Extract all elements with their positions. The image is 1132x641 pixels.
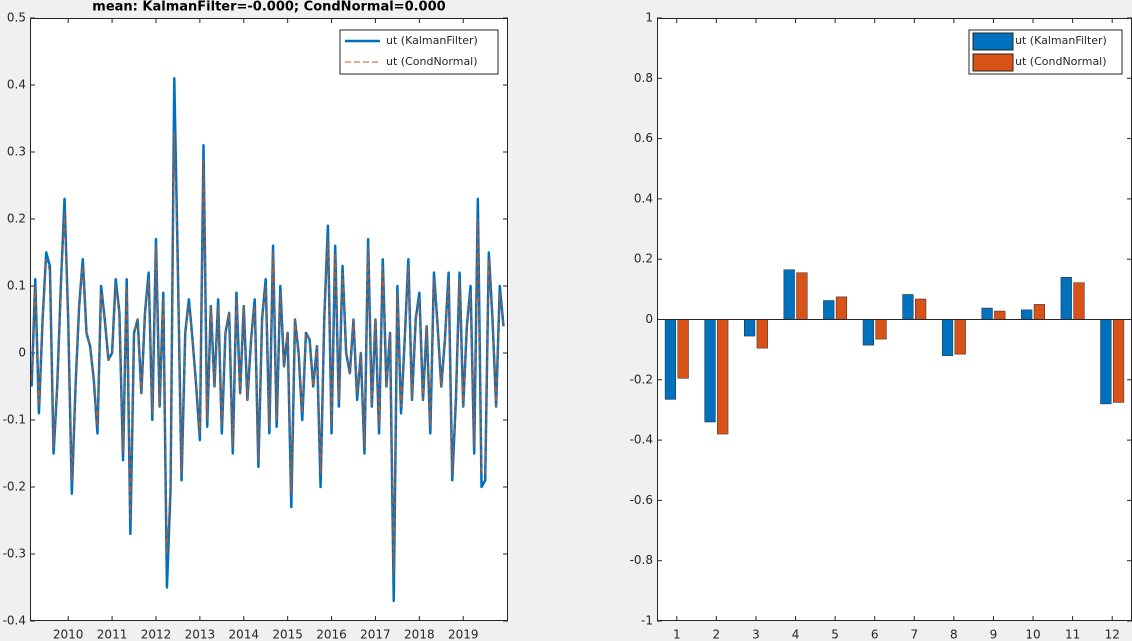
bar (862, 319, 874, 346)
x-tick-label: 12 (1105, 628, 1120, 641)
x-tick-label: 2014 (228, 628, 259, 641)
y-tick-label: -0.6 (630, 493, 653, 507)
bar (796, 272, 808, 320)
bar (1100, 319, 1112, 405)
x-tick-label: 2013 (185, 628, 216, 641)
legend-swatch (972, 32, 1014, 51)
x-tick-label: 11 (1065, 628, 1080, 641)
x-tick-label: 2018 (404, 628, 435, 641)
bar (783, 269, 795, 320)
y-tick-label: 0.8 (634, 71, 653, 85)
x-tick-label: 2 (713, 628, 721, 641)
x-tick-label: 2011 (97, 628, 128, 641)
y-tick-label: -0.4 (3, 614, 26, 628)
bar (835, 296, 848, 320)
y-tick-label: 0 (645, 312, 653, 326)
legend-label: ut (CondNormal) (386, 55, 478, 68)
plot-area (30, 18, 508, 621)
x-tick-label: 1 (673, 628, 681, 641)
bar (1073, 282, 1085, 320)
bar (704, 319, 716, 423)
y-tick-label: -0.3 (3, 547, 26, 561)
bar (1033, 304, 1045, 320)
y-tick-label: 0.1 (7, 279, 26, 293)
bar (744, 319, 756, 337)
x-tick-label: 7 (910, 628, 918, 641)
x-tick-label: 2019 (448, 628, 479, 641)
y-tick-label: -0.4 (630, 433, 653, 447)
y-tick-label: -0.8 (630, 553, 653, 567)
y-tick-label: 0.3 (7, 145, 26, 159)
y-tick-label: 0.2 (634, 252, 653, 266)
x-tick-label: 5 (831, 628, 839, 641)
bar (994, 310, 1006, 320)
x-tick-label: 10 (1025, 628, 1040, 641)
y-tick-label: -0.1 (3, 413, 26, 427)
y-tick-label: 0.4 (7, 78, 26, 92)
bar (823, 300, 835, 320)
bar (677, 319, 689, 379)
bar (941, 319, 954, 356)
chart-title: mean: KalmanFilter=-0.000; CondNormal=0.… (92, 0, 445, 15)
y-tick-label: 0 (18, 346, 26, 360)
bar (664, 319, 677, 400)
y-tick-label: 0.5 (7, 11, 26, 25)
x-tick-label: 9 (990, 628, 998, 641)
x-tick-label: 2017 (360, 628, 391, 641)
y-tick-label: -0.2 (630, 372, 653, 386)
bar (1112, 319, 1125, 403)
x-tick-label: 2015 (272, 628, 303, 641)
x-tick-label: 8 (950, 628, 958, 641)
legend-box (339, 29, 499, 75)
legend-label: ut (KalmanFilter) (1015, 34, 1107, 47)
bar (717, 319, 729, 435)
x-tick-label: 4 (792, 628, 800, 641)
bar (756, 319, 768, 349)
legend-label: ut (CondNormal) (1015, 55, 1107, 68)
x-tick-label: 2016 (316, 628, 347, 641)
x-tick-label: 3 (752, 628, 760, 641)
bar (915, 298, 927, 320)
bar (875, 319, 887, 340)
legend-label: ut (KalmanFilter) (386, 34, 478, 47)
bar (1021, 309, 1033, 320)
y-tick-label: 0.4 (634, 191, 653, 205)
x-tick-label: 2012 (141, 628, 172, 641)
y-tick-label: 0.6 (634, 131, 653, 145)
series-line (31, 131, 504, 575)
bar (902, 294, 914, 320)
x-tick-label: 2010 (53, 628, 84, 641)
bar (954, 319, 966, 355)
axes-frame (30, 18, 508, 621)
bar (1060, 277, 1072, 320)
y-tick-label: -0.2 (3, 480, 26, 494)
legend-swatch (972, 53, 1014, 72)
bar (981, 307, 993, 320)
y-tick-label: -1 (641, 614, 653, 628)
y-tick-label: 0.2 (7, 212, 26, 226)
x-tick-label: 6 (871, 628, 879, 641)
y-tick-label: 1 (645, 11, 653, 25)
